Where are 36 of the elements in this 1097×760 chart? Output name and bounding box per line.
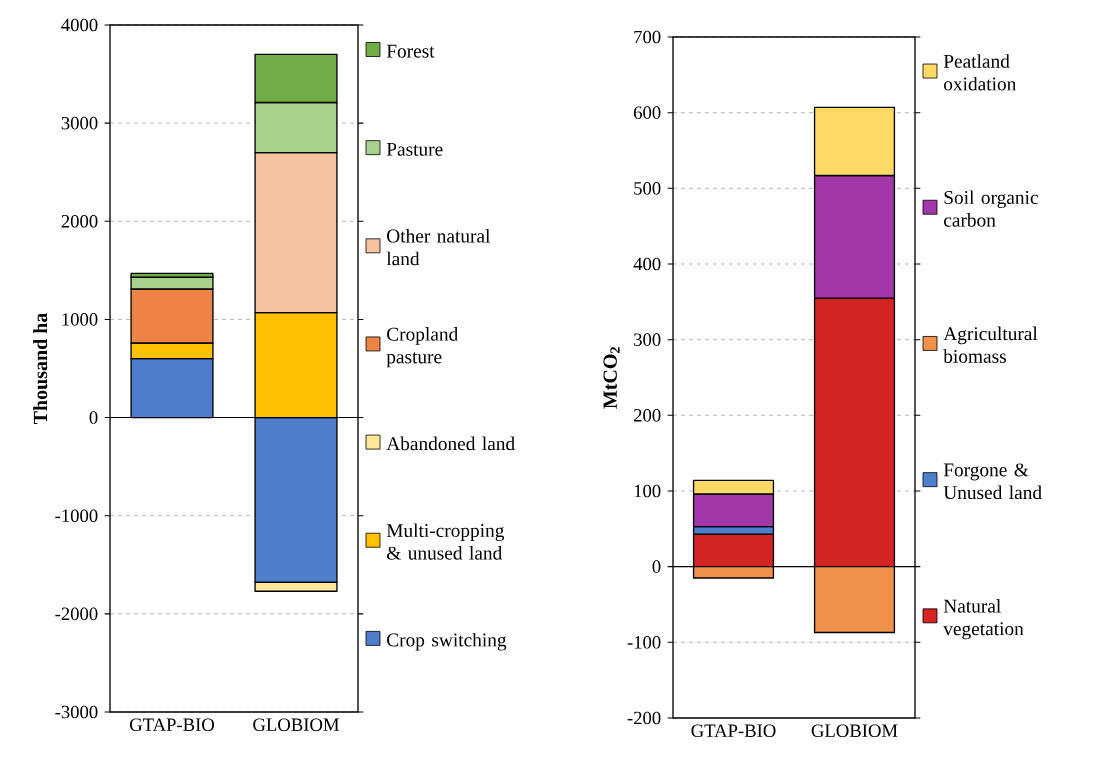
legend-label: Forest xyxy=(386,44,435,58)
legend-label: Crop switching xyxy=(387,632,507,651)
y-tick-label: 2000 xyxy=(61,214,98,228)
y-tick-label: 0 xyxy=(89,411,98,424)
y-tick-label: 0 xyxy=(652,560,661,573)
y-tick-label: -100 xyxy=(627,636,661,649)
y-tick-label: 700 xyxy=(634,30,661,44)
y-tick-label: 200 xyxy=(634,409,661,422)
legend-label: Forgone & Unused land xyxy=(943,463,1042,500)
legend-label: Natural vegetation xyxy=(943,599,1024,640)
x-tick-label: GLOBIOM xyxy=(253,718,340,732)
y-tick-label: 600 xyxy=(633,106,661,119)
legend-label: Agricultural biomass xyxy=(943,326,1038,363)
y-tick-label: 4000 xyxy=(61,18,98,32)
y-tick-label: 1000 xyxy=(62,313,98,326)
y-axis-title: Thousand ha xyxy=(33,312,48,425)
y-tick-label: 400 xyxy=(633,257,661,271)
y-tick-label: 100 xyxy=(634,484,661,498)
legend-label: Soil organic carbon xyxy=(944,190,1038,227)
x-tick-label: GTAP-BIO xyxy=(691,724,776,738)
y-tick-label: -200 xyxy=(627,711,661,725)
y-tick-label: 300 xyxy=(634,333,661,346)
legend-label: Multi-cropping & unused land xyxy=(386,523,505,560)
legend-label: Peatland oxidation xyxy=(943,54,1017,91)
legend-label: Other natural land xyxy=(386,228,491,266)
y-tick-label: -3000 xyxy=(55,705,98,719)
x-tick-label: GLOBIOM xyxy=(811,724,898,738)
y-axis-title: MtCO$_{2}$ xyxy=(603,347,620,409)
legend-label: Abandoned land xyxy=(386,436,515,451)
y-tick-label: 3000 xyxy=(61,116,98,130)
legend-label: Cropland pasture xyxy=(386,327,458,368)
legend-label: Pasture xyxy=(386,142,443,156)
y-tick-label: -2000 xyxy=(55,607,98,621)
x-tick-label: GTAP-BIO xyxy=(129,718,215,732)
y-tick-label: 500 xyxy=(634,182,661,195)
y-tick-label: -1000 xyxy=(55,509,98,523)
